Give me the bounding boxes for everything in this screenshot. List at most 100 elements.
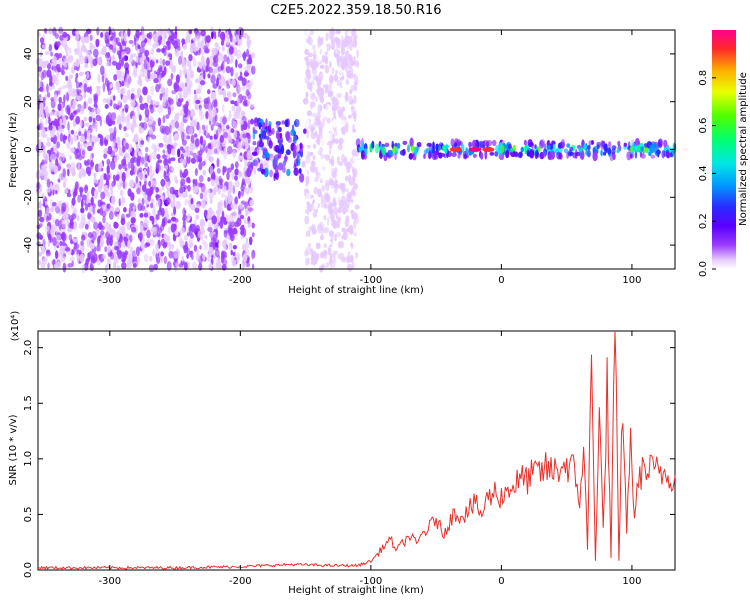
snr-frame [37,330,676,571]
heatmap-cell [42,257,48,265]
heatmap-cell [155,163,161,172]
heatmap-cell [337,80,342,87]
heatmap-cell [175,74,180,84]
heatmap-cell [276,123,280,130]
heatmap-cell [190,197,194,206]
heatmap-cell [451,152,457,158]
heatmap-cell [253,159,259,166]
heatmap-cell [158,83,162,90]
heatmap-cell [152,150,157,160]
heatmap-cell [179,158,184,164]
heatmap-cell [154,145,157,153]
heatmap-cell [85,166,92,175]
heatmap-cell [279,132,283,139]
heatmap-cell [298,168,302,174]
heatmap-cell [312,75,316,81]
heatmap-peak [449,147,462,152]
heatmap-cell [102,215,106,224]
heatmap-cell [518,151,523,158]
heatmap-cell [104,246,108,253]
heatmap-cell [53,165,59,174]
heatmap-peak [469,147,482,152]
heatmap-cell [99,237,104,247]
heatmap-cell [227,224,233,234]
heatmap-cell [215,248,220,258]
heatmap-cell [319,105,323,111]
heatmap-cell [188,194,193,200]
heatmap-cell [596,144,600,150]
heatmap-cell [180,181,184,188]
heatmap-cell [120,109,125,119]
heatmap-cell [73,221,77,231]
heatmap-cell [320,154,326,159]
heatmap-cell [329,259,336,269]
heatmap-cell [155,194,161,199]
heatmap-cell [151,216,155,225]
heatmap-cell [226,56,230,65]
heatmap-cell [257,146,261,156]
heatmap-cell [468,141,473,148]
heatmap-cell [355,138,361,148]
heatmap-cell [142,86,148,96]
heatmap-cell [319,174,325,182]
heatmap-cell [158,142,164,148]
heatmap-cell [317,37,324,46]
heatmap-cell [120,217,126,226]
heatmap-cell [139,68,146,78]
heatmap-cell [216,143,222,153]
heatmap-cell [165,181,169,189]
heatmap-cell [84,223,89,230]
heatmap-cell [290,128,296,137]
heatmap-cell [91,230,97,241]
heatmap-cell [106,164,110,175]
heatmap-cell [149,164,153,174]
heatmap-cell [200,199,206,209]
heatmap-cell [179,186,184,194]
heatmap-cell [223,81,228,87]
heatmap-cell [143,218,149,228]
heatmap-cell [109,44,114,50]
heatmap-cell [188,227,193,235]
heatmap-cell [168,241,172,249]
heatmap-cell [323,215,327,221]
spectrogram-y-tick-label: -20 [23,189,34,205]
heatmap-cell [195,253,201,262]
heatmap-cell [236,49,242,60]
heatmap-cell [240,110,246,117]
heatmap-cell [160,207,165,217]
heatmap-cell [184,145,190,152]
heatmap-cell [59,132,64,142]
heatmap-cell [175,262,180,268]
heatmap-cell [121,172,126,182]
heatmap-cell [148,180,152,187]
heatmap-cell [303,170,308,177]
heatmap-cell [44,51,50,55]
heatmap-cell [215,122,219,127]
heatmap-cell [68,234,73,241]
heatmap-cell [219,134,224,143]
heatmap-cell [52,188,55,196]
heatmap-cell [513,151,519,158]
spectrogram-x-tick-label: 100 [622,275,641,286]
heatmap-cell [78,71,84,77]
heatmap-cell [332,108,337,115]
heatmap-cell [162,58,166,66]
heatmap-cell [229,33,233,43]
heatmap-cell [328,83,332,91]
heatmap-cell [238,119,244,126]
colorbar-gradient [712,30,736,269]
heatmap-cell [83,83,88,93]
heatmap-cell [92,203,96,209]
heatmap-cell [227,145,233,155]
heatmap-cell [271,127,275,135]
heatmap-cell [145,59,148,65]
heatmap-cell [69,134,73,144]
heatmap-cell [220,216,226,221]
heatmap-cell [205,125,209,130]
heatmap-cell [218,264,222,269]
heatmap-cell [99,207,104,216]
heatmap-cell [84,62,89,69]
heatmap-cell [337,240,342,249]
snr-line [37,330,676,570]
heatmap-cell [381,146,387,156]
